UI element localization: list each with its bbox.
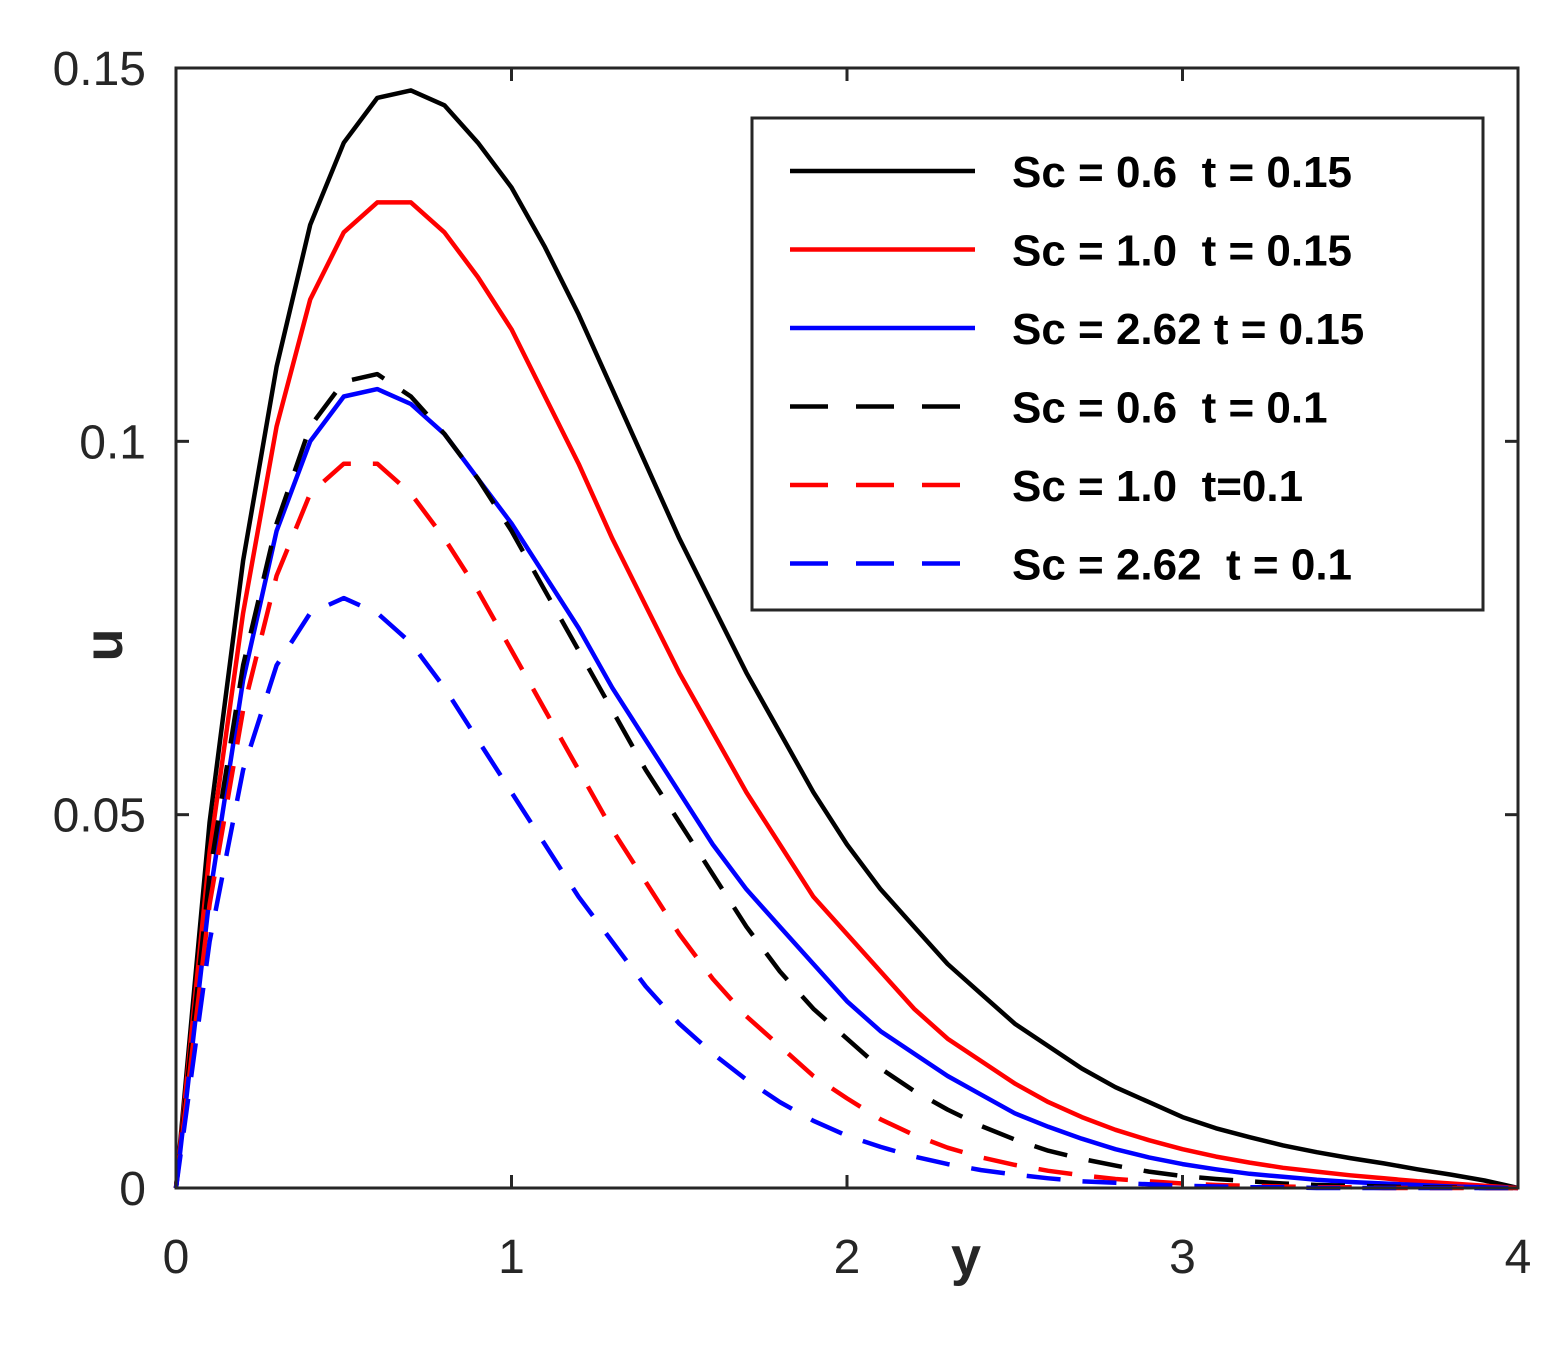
legend-items: Sc = 0.6 t = 0.15 Sc = 1.0 t = 0.15 Sc = 2… [790, 148, 1364, 590]
legend-label-3: Sc = 2.62 t = 0.15 [1012, 305, 1364, 354]
legend: Sc = 0.6 t = 0.15 Sc = 1.0 t = 0.15 Sc = 2… [750, 116, 1485, 612]
series-line-4 [173, 371, 1518, 1191]
series-line-3 [173, 386, 1519, 1191]
y-tick-label: 0 [119, 1163, 146, 1216]
series-line-2 [173, 200, 1519, 1191]
y-tick-label: 0.15 [53, 43, 146, 96]
legend-label-6: Sc = 2.62 t = 0.1 [1012, 541, 1352, 590]
legend-label-4: Sc = 0.6 t = 0.1 [1012, 384, 1328, 433]
series-layer [173, 88, 1519, 1191]
x-tick-label: 1 [498, 1231, 525, 1284]
x-tick-label: 4 [1505, 1231, 1532, 1284]
y-tick-label: 0.1 [79, 416, 146, 469]
y-tick-label: 0.05 [53, 790, 146, 843]
x-tick-label: 0 [163, 1231, 190, 1284]
legend-label-2: Sc = 1.0 t = 0.15 [1012, 227, 1352, 276]
legend-label-5: Sc = 1.0 t=0.1 [1012, 462, 1303, 511]
plot-frame [174, 66, 1520, 1190]
tick-layer: 0 1 2 3 4 0 0.05 0.1 0.15 [53, 43, 1532, 1284]
legend-box [750, 116, 1485, 612]
series-line-1 [173, 88, 1519, 1191]
x-tick-label: 2 [834, 1231, 861, 1284]
y-axis-label: u [74, 629, 134, 662]
x-axis-label: y [951, 1227, 981, 1287]
legend-label-1: Sc = 0.6 t = 0.15 [1012, 148, 1352, 197]
x-tick-label: 3 [1169, 1231, 1196, 1284]
series-line-6 [173, 595, 1518, 1191]
